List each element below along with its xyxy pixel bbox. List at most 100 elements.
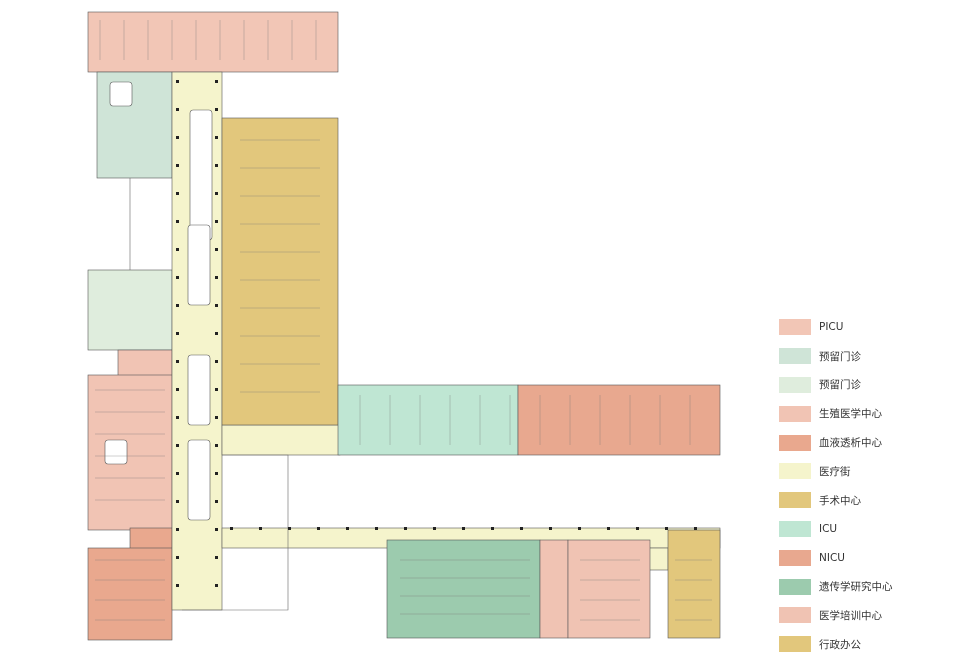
void <box>104 439 128 465</box>
column <box>636 527 639 530</box>
column <box>176 444 179 447</box>
column <box>404 527 407 530</box>
column <box>176 136 179 139</box>
legend-swatch <box>779 434 811 451</box>
column <box>215 192 218 195</box>
void <box>189 109 213 241</box>
column <box>230 527 233 530</box>
column <box>215 332 218 335</box>
zone-4 <box>87 547 173 641</box>
column <box>176 556 179 559</box>
legend-item: 预留门诊 <box>779 342 893 371</box>
column <box>375 527 378 530</box>
column <box>176 220 179 223</box>
column <box>607 527 610 530</box>
legend-label: 预留门诊 <box>819 350 861 363</box>
zone-11 <box>667 529 721 639</box>
legend-item: 血液透析中心 <box>779 428 893 457</box>
zone-8 <box>517 384 721 456</box>
column <box>215 136 218 139</box>
legend-swatch <box>779 607 811 624</box>
legend-label: ICU <box>819 522 838 535</box>
column <box>288 527 291 530</box>
legend-swatch <box>779 520 811 537</box>
legend-item: PICU <box>779 313 893 342</box>
column <box>176 528 179 531</box>
void <box>187 354 211 426</box>
column <box>176 584 179 587</box>
legend-label: 医学培训中心 <box>819 609 882 622</box>
column <box>176 416 179 419</box>
column <box>549 527 552 530</box>
legend-swatch <box>779 549 811 566</box>
legend-item: NICU <box>779 543 893 572</box>
legend-swatch <box>779 405 811 422</box>
column <box>215 248 218 251</box>
column <box>520 527 523 530</box>
column <box>215 556 218 559</box>
legend-swatch <box>779 348 811 365</box>
column <box>259 527 262 530</box>
column <box>578 527 581 530</box>
column <box>346 527 349 530</box>
legend-label: 血液透析中心 <box>819 437 882 450</box>
zone-0 <box>87 11 339 73</box>
zone-6 <box>221 117 339 426</box>
column <box>215 500 218 503</box>
zone-4 <box>129 527 173 551</box>
column <box>176 500 179 503</box>
legend-item: 手术中心 <box>779 486 893 515</box>
legend-label: 遗传学研究中心 <box>819 581 893 594</box>
column <box>176 304 179 307</box>
column <box>215 220 218 223</box>
zone-7 <box>337 384 519 456</box>
column <box>215 108 218 111</box>
zone-10 <box>539 539 569 639</box>
column <box>176 332 179 335</box>
column <box>176 164 179 167</box>
column <box>176 108 179 111</box>
column <box>215 528 218 531</box>
zone-10 <box>567 539 651 639</box>
legend-label: 预留门诊 <box>819 379 861 392</box>
zone-9 <box>386 539 541 639</box>
column <box>176 248 179 251</box>
outline-line <box>129 178 289 611</box>
legend-label: 行政办公 <box>819 638 861 651</box>
column <box>176 192 179 195</box>
legend-swatch <box>779 376 811 393</box>
zone-2 <box>87 269 173 351</box>
legend-label: 生殖医学中心 <box>819 408 882 421</box>
column <box>176 80 179 83</box>
partition-lines <box>95 20 712 621</box>
column <box>215 276 218 279</box>
legend-item: 预留门诊 <box>779 371 893 400</box>
column <box>176 388 179 391</box>
void <box>109 81 133 107</box>
zone-3 <box>87 374 173 531</box>
column <box>215 444 218 447</box>
column <box>215 584 218 587</box>
legend-label: 医疗街 <box>819 465 851 478</box>
legend-item: ICU <box>779 515 893 544</box>
column <box>491 527 494 530</box>
legend-label: 手术中心 <box>819 494 861 507</box>
legend-item: 生殖医学中心 <box>779 399 893 428</box>
legend-swatch <box>779 463 811 480</box>
zone-5 <box>221 424 341 456</box>
void <box>187 224 211 306</box>
column <box>176 360 179 363</box>
legend-item: 行政办公 <box>779 630 893 659</box>
column <box>215 304 218 307</box>
legend-swatch <box>779 492 811 509</box>
legend-swatch <box>779 636 811 653</box>
legend-swatch <box>779 319 811 336</box>
legend-label: PICU <box>819 321 844 334</box>
legend: PICU 预留门诊 预留门诊 生殖医学中心 血液透析中心 医疗街 手术中心 IC… <box>779 313 893 659</box>
column <box>433 527 436 530</box>
legend-item: 医学培训中心 <box>779 601 893 630</box>
legend-label: NICU <box>819 551 845 564</box>
column <box>462 527 465 530</box>
column <box>665 527 668 530</box>
